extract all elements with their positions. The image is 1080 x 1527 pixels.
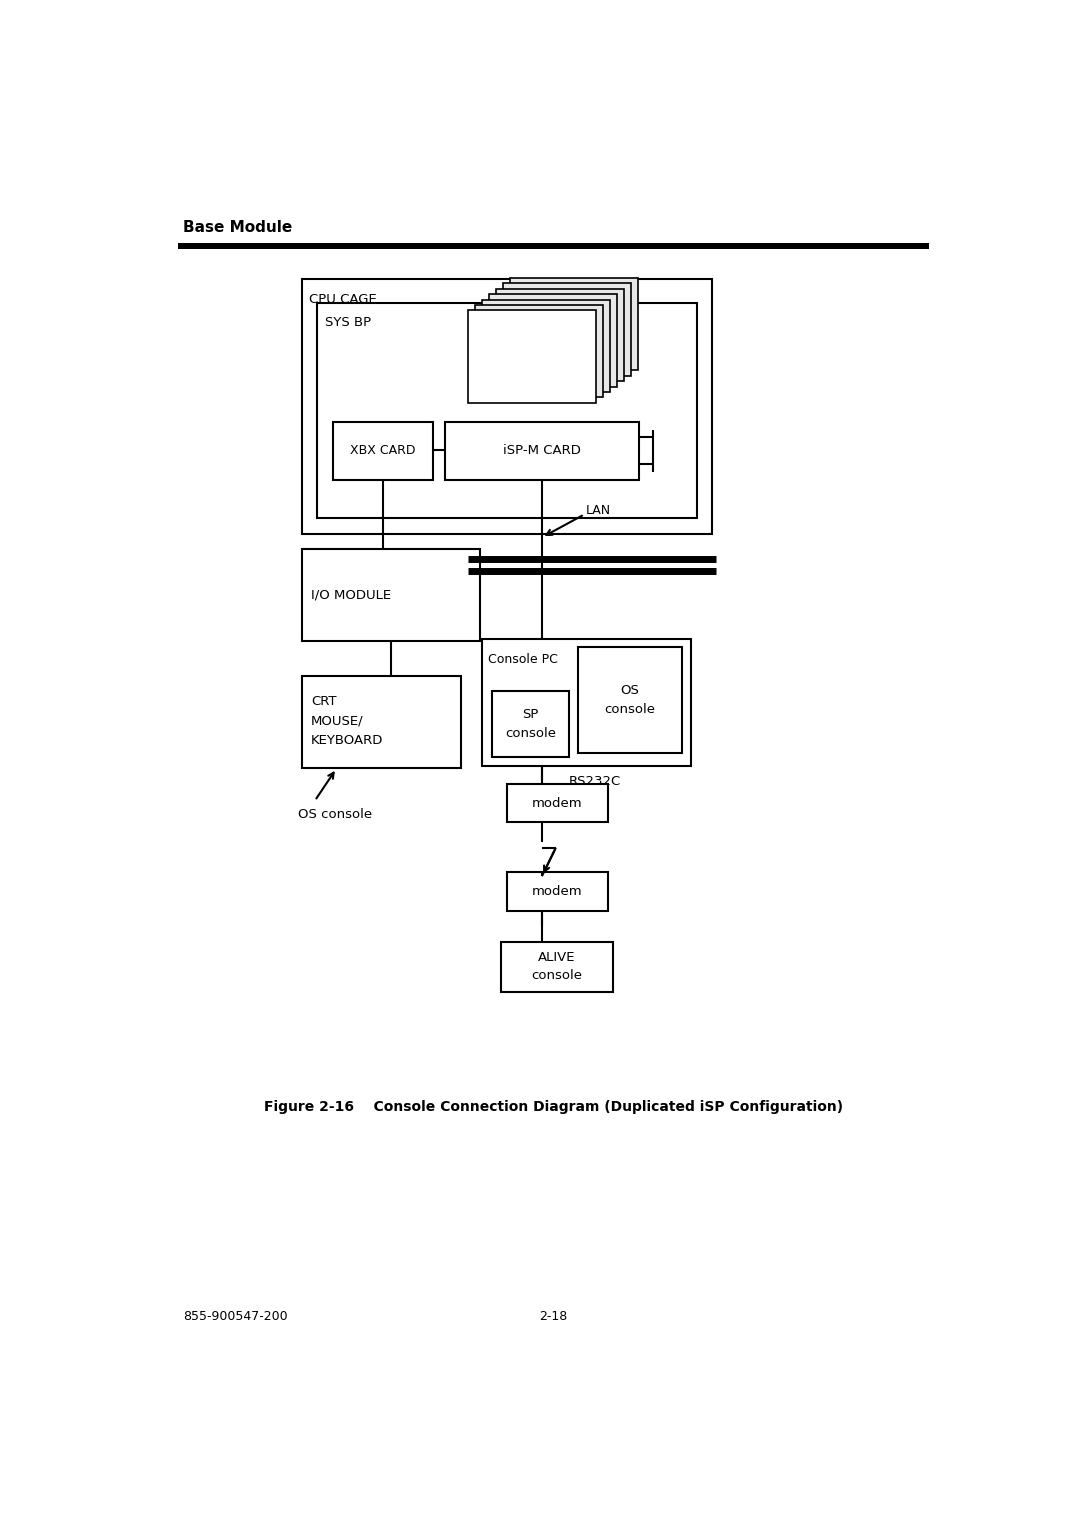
Text: console: console [604, 702, 654, 716]
Text: iSP-M CARD: iSP-M CARD [503, 444, 581, 457]
Text: modem: modem [532, 797, 583, 809]
Bar [475, 305, 603, 397]
Bar [482, 640, 691, 767]
Bar [301, 279, 713, 533]
Bar [507, 872, 608, 912]
Bar [578, 647, 683, 753]
Bar [489, 295, 617, 386]
Text: CRT: CRT [311, 695, 337, 709]
Text: I/O MODULE: I/O MODULE [311, 589, 391, 602]
Text: SYS BP: SYS BP [325, 316, 372, 330]
Text: SP: SP [522, 709, 539, 721]
Text: console: console [531, 970, 582, 982]
Text: OS console: OS console [298, 808, 372, 822]
Bar [496, 289, 624, 382]
Text: RS232C: RS232C [568, 776, 621, 788]
Text: KEYBOARD: KEYBOARD [311, 734, 383, 747]
Text: XBX CARD: XBX CARD [350, 444, 416, 457]
Bar [482, 299, 610, 392]
Bar [501, 942, 613, 991]
Text: ALIVE: ALIVE [538, 951, 576, 964]
Text: 2-18: 2-18 [539, 1310, 568, 1324]
Bar [318, 302, 697, 518]
Bar [301, 676, 460, 768]
Bar [333, 421, 433, 479]
Text: CELL CARD: CELL CARD [495, 350, 569, 363]
Text: modem: modem [532, 886, 583, 898]
Text: LAN: LAN [586, 504, 611, 518]
Text: OS: OS [620, 684, 639, 698]
Bar [301, 550, 480, 641]
Bar [445, 421, 638, 479]
Bar [491, 692, 569, 757]
Bar [507, 783, 608, 823]
Text: MOUSE/: MOUSE/ [311, 715, 364, 727]
Bar [510, 278, 638, 371]
Text: console: console [504, 727, 556, 739]
Bar [469, 310, 596, 403]
Text: CPU CAGE: CPU CAGE [309, 293, 377, 307]
Text: 855-900547-200: 855-900547-200 [183, 1310, 287, 1324]
Text: Base Module: Base Module [183, 220, 293, 235]
Text: Console PC: Console PC [488, 654, 558, 666]
Text: Figure 2-16    Console Connection Diagram (Duplicated iSP Configuration): Figure 2-16 Console Connection Diagram (… [264, 1101, 843, 1115]
Bar [177, 243, 930, 249]
Bar [503, 284, 631, 376]
